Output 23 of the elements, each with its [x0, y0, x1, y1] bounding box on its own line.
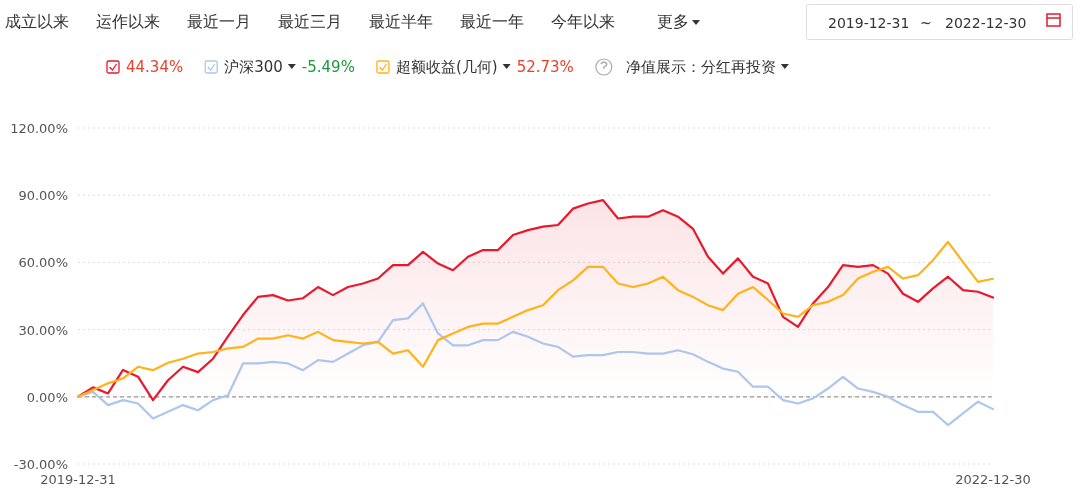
y-tick-label: 60.00% — [18, 255, 68, 271]
text: 最近一年 — [460, 12, 524, 31]
text: 最近三月 — [278, 12, 342, 31]
text: 净值展示：分红再投资 — [625, 58, 776, 76]
text: 最近半年 — [369, 12, 433, 31]
legend-label: 超额收益(几何) — [395, 58, 498, 76]
text: 运作以来 — [96, 12, 160, 31]
y-tick-label: 120.00% — [10, 121, 68, 136]
text: 成立以来 — [5, 12, 69, 31]
y-tick-label: 30.00% — [18, 322, 68, 338]
text: 今年以来 — [551, 12, 615, 31]
text: 2019-12-31 — [828, 15, 910, 31]
text: 52.73% — [516, 58, 574, 76]
text: 44.34% — [126, 58, 184, 76]
text: 最近一月 — [187, 12, 251, 31]
y-tick-label: -30.00% — [13, 457, 68, 472]
text: 更多 — [657, 12, 689, 31]
text: -5.49% — [301, 58, 355, 76]
text: 2022-12-30 — [945, 15, 1027, 31]
y-tick-label: 90.00% — [18, 188, 68, 204]
text: ~ — [920, 15, 932, 31]
y-tick-label: 0.00% — [26, 389, 68, 405]
legend-label: 沪深300 — [224, 58, 283, 76]
